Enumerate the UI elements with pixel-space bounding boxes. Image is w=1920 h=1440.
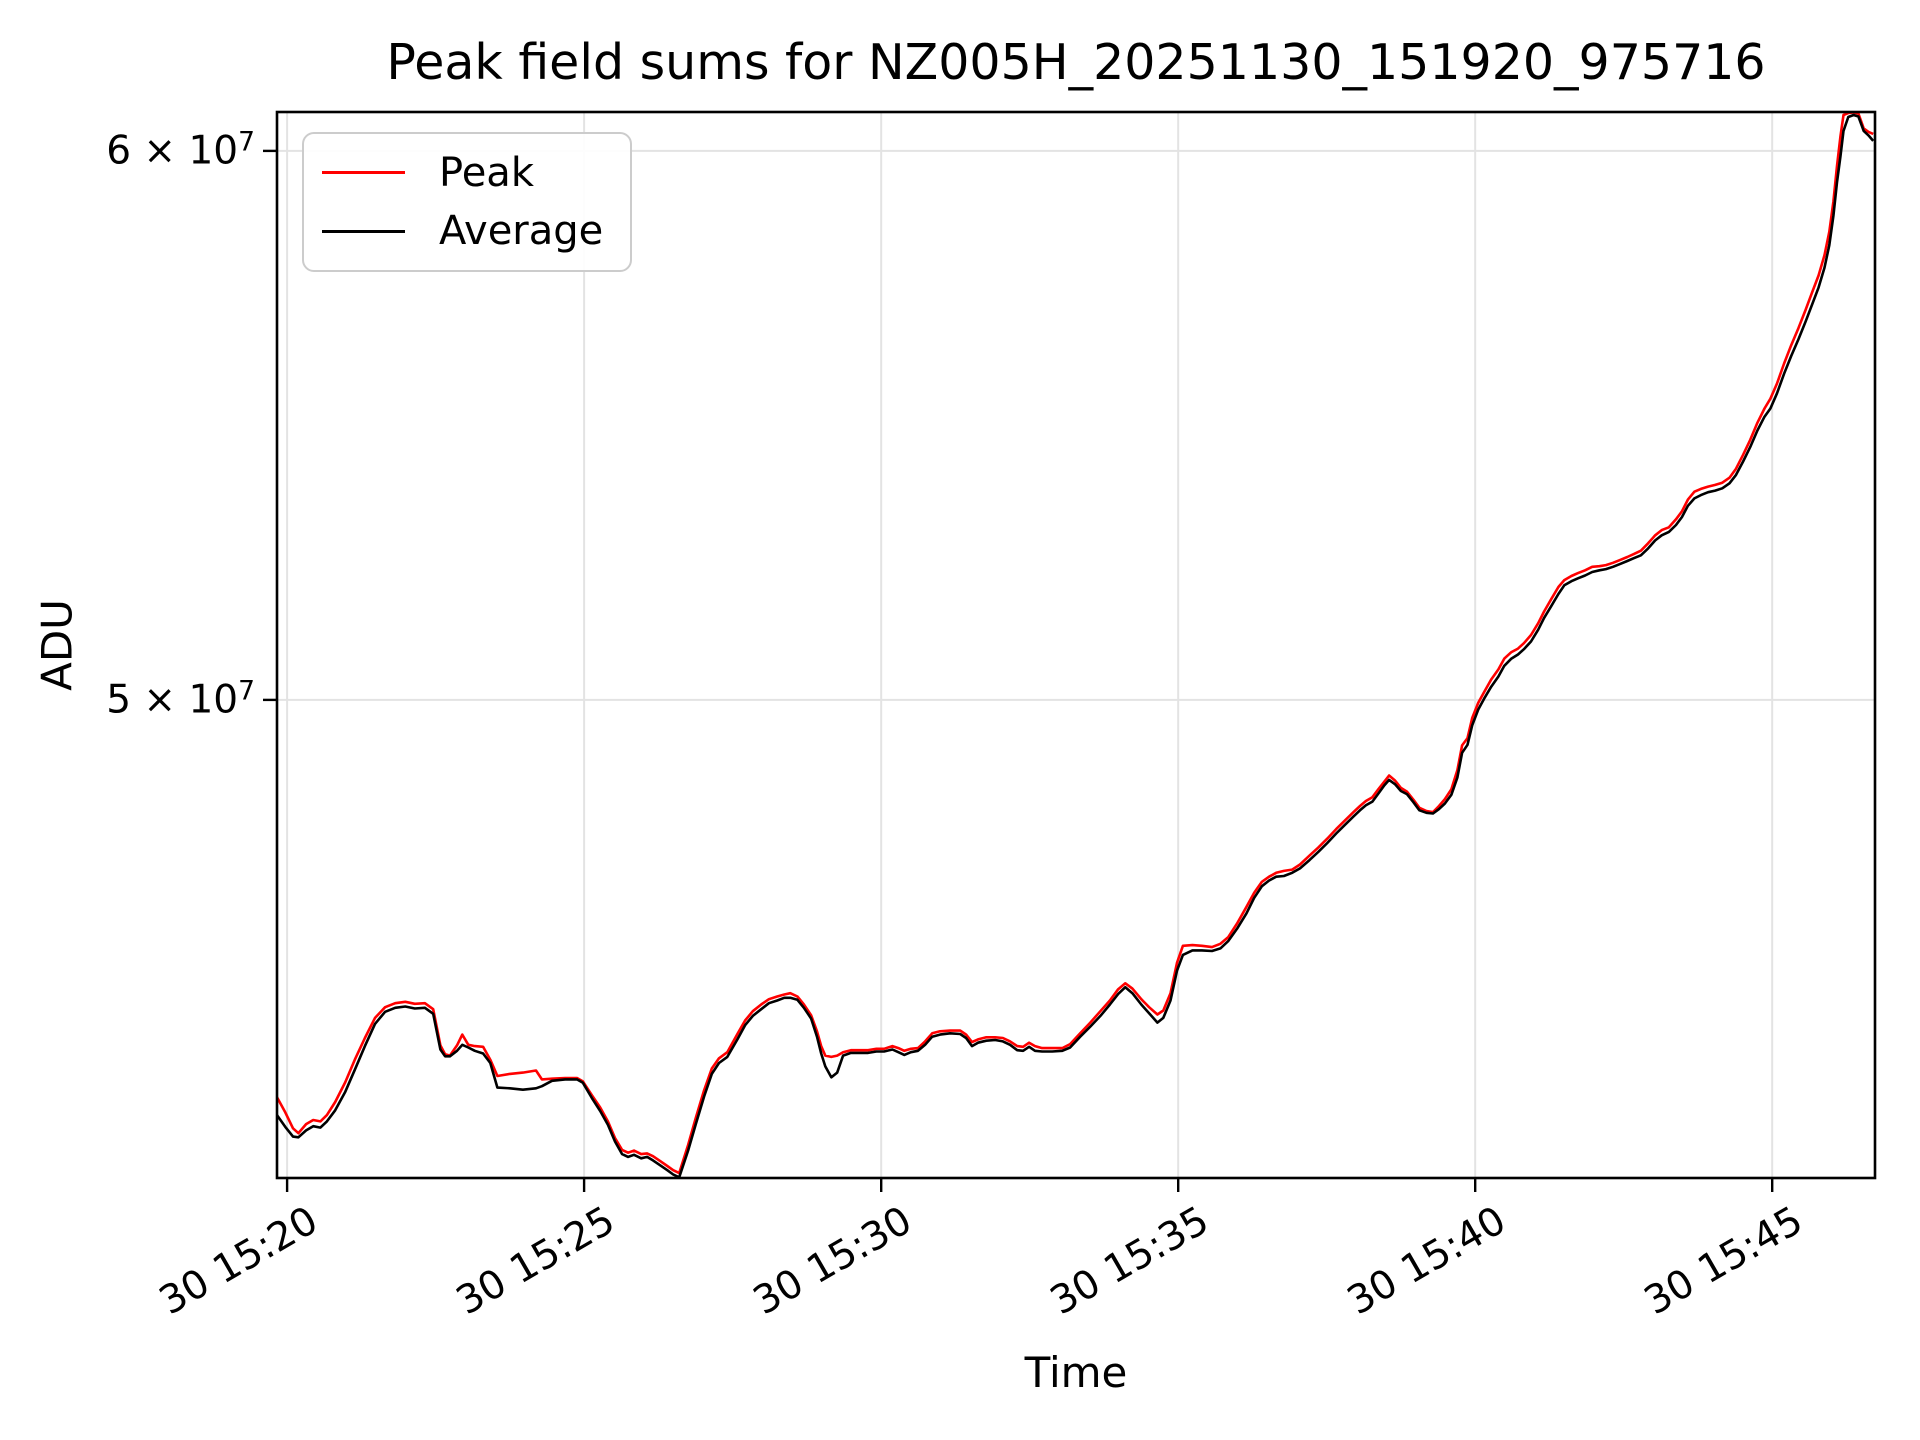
y-tick-label-5e7: 5 × 107 <box>106 675 255 723</box>
legend: Peak Average <box>302 132 632 272</box>
x-axis-label: Time <box>1024 1348 1128 1397</box>
legend-item-average: Average <box>304 211 630 251</box>
legend-label-average: Average <box>439 208 604 255</box>
legend-label-peak: Peak <box>439 149 534 196</box>
chart-title: Peak field sums for NZ005H_20251130_1519… <box>386 34 1766 91</box>
axes-spines <box>275 110 1877 1180</box>
y-tick-label-6e7: 6 × 107 <box>106 126 255 174</box>
legend-item-peak: Peak <box>304 153 630 193</box>
series-average-line <box>277 113 1875 1178</box>
legend-line-average-icon <box>322 229 405 233</box>
legend-line-peak-icon <box>322 171 405 175</box>
